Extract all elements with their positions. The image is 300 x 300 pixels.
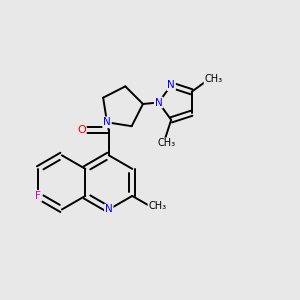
Text: CH₃: CH₃ <box>148 201 166 211</box>
Text: F: F <box>35 191 41 201</box>
Text: O: O <box>77 125 86 135</box>
Text: CH₃: CH₃ <box>158 138 176 148</box>
Text: CH₃: CH₃ <box>205 74 223 84</box>
Text: N: N <box>155 98 162 107</box>
Text: N: N <box>167 80 175 90</box>
Text: N: N <box>105 205 113 214</box>
Text: N: N <box>103 117 111 127</box>
